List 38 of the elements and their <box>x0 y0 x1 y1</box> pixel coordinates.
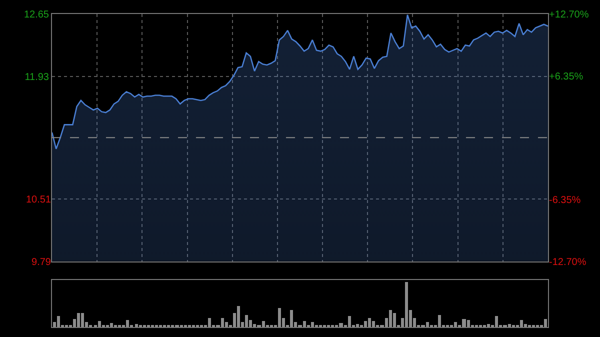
y2-tick-label: -12.70% <box>549 256 586 268</box>
bar <box>356 324 359 327</box>
bar <box>348 316 351 327</box>
bar <box>495 316 498 327</box>
y-tick-label: 9.79 <box>32 256 52 268</box>
bar <box>520 320 523 327</box>
y-tick-label: 11.93 <box>24 72 50 83</box>
bar <box>110 323 113 327</box>
y-tick-label: 10.51 <box>26 194 52 206</box>
y2-tick-label: +6.35% <box>549 71 584 82</box>
bar <box>438 315 441 327</box>
y-tick-label: 12.65 <box>24 10 50 20</box>
bar <box>208 318 211 327</box>
bar <box>225 322 228 327</box>
bar <box>77 313 80 327</box>
bar <box>368 318 371 327</box>
bar <box>462 319 466 327</box>
bar <box>454 322 457 327</box>
bar <box>278 308 281 327</box>
bar <box>135 324 138 327</box>
bar <box>364 321 367 327</box>
y2-tick-label: -6.35% <box>549 194 581 206</box>
bar <box>389 310 392 327</box>
bar <box>98 321 101 327</box>
bar <box>393 313 396 327</box>
bar <box>487 324 490 327</box>
bar <box>245 315 248 327</box>
bar <box>81 313 84 327</box>
bar <box>290 310 293 327</box>
bar <box>237 306 240 327</box>
bar <box>544 319 547 327</box>
bar <box>126 320 129 327</box>
bar <box>339 323 343 327</box>
y2-tick-label: +12.70% <box>549 10 589 20</box>
bar <box>57 316 60 327</box>
bar <box>372 321 375 327</box>
bar <box>524 324 527 327</box>
bar <box>311 322 314 327</box>
